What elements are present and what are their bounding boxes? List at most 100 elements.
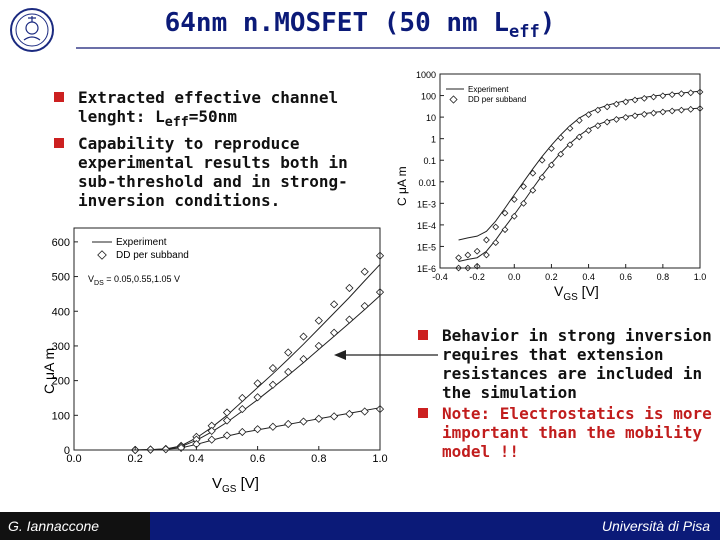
x-tick-label: 0.6 bbox=[250, 453, 265, 465]
dd-marker bbox=[192, 435, 201, 444]
dd-marker bbox=[222, 431, 232, 440]
y-tick-label: 0 bbox=[64, 445, 70, 457]
dd-marker bbox=[284, 348, 293, 357]
dd-marker bbox=[238, 393, 247, 403]
y-axis-label: C μA m bbox=[395, 166, 409, 206]
dd-marker bbox=[314, 316, 323, 325]
x-axis-label: VGS [V] bbox=[212, 475, 259, 495]
x-tick-label: 0.4 bbox=[582, 272, 595, 282]
dd-marker bbox=[678, 106, 685, 114]
dd-marker bbox=[360, 267, 369, 276]
dd-marker bbox=[650, 109, 657, 117]
y-tick-label: 100 bbox=[52, 410, 70, 422]
log-plot: -0.4 -0.2 0.0 0.2 0.4 0.6 0.8 1.01E-61E-51E-41E… bbox=[395, 70, 707, 300]
dd-marker bbox=[631, 112, 639, 120]
dd-marker bbox=[238, 427, 247, 437]
pointer-arrow bbox=[334, 350, 438, 360]
x-tick-label: 0.2 bbox=[128, 453, 143, 465]
experiment-line bbox=[458, 107, 701, 262]
footer-left-block bbox=[0, 512, 150, 540]
bullet-square-icon bbox=[54, 92, 64, 102]
dd-marker bbox=[473, 247, 481, 255]
dd-marker bbox=[603, 118, 611, 126]
legend-entry-dd: DD per subband bbox=[116, 250, 189, 261]
dd-marker bbox=[483, 236, 490, 244]
dd-marker bbox=[501, 209, 509, 217]
x-tick-label: 0.8 bbox=[311, 453, 326, 465]
dd-marker bbox=[268, 364, 278, 373]
dd-marker bbox=[329, 300, 339, 309]
dd-marker bbox=[284, 419, 293, 429]
dd-marker bbox=[207, 426, 216, 436]
bullet-item: Capability to reproduce experimental res… bbox=[54, 134, 358, 210]
dd-marker bbox=[585, 111, 592, 119]
dd-marker bbox=[557, 150, 565, 158]
legend-entry-experiment: Experiment bbox=[116, 237, 167, 248]
linear-plot: 0.0 0.2 0.4 0.6 0.8 1.0 0 100 200 300 400 500 600 C … bbox=[41, 227, 388, 495]
y-tick-label: 600 bbox=[52, 237, 70, 249]
legend-entry-dd: DD per subband bbox=[468, 95, 526, 104]
x-tick-label: 1.0 bbox=[372, 453, 387, 465]
y-tick-label: 1E-4 bbox=[417, 221, 436, 231]
y-tick-label: 500 bbox=[52, 272, 70, 284]
dd-marker bbox=[529, 169, 537, 177]
dd-marker bbox=[613, 100, 620, 108]
dd-marker bbox=[575, 133, 583, 141]
y-axis-label: C μA m bbox=[41, 348, 57, 394]
page-title: 64nm n.MOSFET (50 nm Leff) bbox=[164, 8, 556, 43]
x-axis-label: VGS [V] bbox=[554, 283, 599, 300]
y-tick-label: 100 bbox=[421, 92, 436, 102]
dd-marker bbox=[329, 412, 339, 421]
legend: Experiment DD per subband bbox=[92, 237, 189, 261]
dd-marker bbox=[668, 91, 676, 99]
y-tick-label: 10 bbox=[426, 113, 436, 123]
legend: Experiment DD per subband bbox=[446, 85, 526, 104]
dd-marker bbox=[575, 117, 583, 124]
dd-marker bbox=[594, 106, 602, 114]
dd-marker bbox=[299, 417, 308, 426]
dd-marker bbox=[640, 110, 648, 118]
dd-marker bbox=[687, 89, 695, 97]
dd-marker bbox=[464, 251, 472, 259]
y-tick-label: 1E-3 bbox=[417, 199, 436, 209]
dd-marker bbox=[678, 90, 685, 98]
dd-marker bbox=[622, 114, 630, 121]
y-tick-label: 300 bbox=[52, 341, 70, 353]
dd-marker bbox=[566, 124, 574, 132]
dd-marker bbox=[455, 254, 462, 262]
y-tick-label: 0.1 bbox=[423, 156, 436, 166]
bullet-item: Behavior in strong inversion requires th… bbox=[418, 326, 712, 402]
dd-marker bbox=[492, 223, 500, 231]
x-tick-label: -0.4 bbox=[432, 272, 448, 282]
dd-marker bbox=[222, 408, 232, 417]
footer-institution: Università di Pisa bbox=[601, 518, 710, 534]
dd-marker bbox=[566, 141, 574, 149]
y-tick-label: 400 bbox=[52, 306, 70, 318]
footer-author: G. Iannaccone bbox=[8, 518, 100, 534]
left-bullet-list: Extracted effective channel lenght: Leff… bbox=[54, 88, 358, 212]
dd-marker bbox=[668, 107, 676, 115]
dd-marker bbox=[329, 328, 339, 337]
bullet-item: Extracted effective channel lenght: Leff… bbox=[54, 88, 358, 132]
dd-marker bbox=[192, 440, 201, 449]
dd-marker bbox=[501, 226, 509, 234]
x-tick-label: 0.0 bbox=[508, 272, 521, 282]
dd-marker bbox=[222, 416, 232, 425]
dd-marker bbox=[207, 421, 216, 430]
x-tick-label: 1.0 bbox=[694, 272, 707, 282]
y-tick-label: 200 bbox=[52, 376, 70, 388]
dd-marker bbox=[659, 108, 667, 116]
dd-marker bbox=[594, 122, 602, 130]
bullet-square-icon bbox=[418, 408, 428, 418]
dd-marker bbox=[345, 283, 354, 293]
dd-marker bbox=[492, 239, 500, 247]
dd-marker bbox=[520, 199, 527, 207]
dd-marker bbox=[238, 404, 247, 414]
x-tick-label: -0.2 bbox=[469, 272, 485, 282]
x-tick-label: 0.0 bbox=[66, 453, 81, 465]
bullet-square-icon bbox=[54, 138, 64, 149]
dd-marker bbox=[284, 367, 293, 377]
y-tick-label: 1000 bbox=[416, 70, 436, 80]
dd-marker bbox=[253, 425, 262, 434]
dd-marker bbox=[510, 196, 518, 203]
